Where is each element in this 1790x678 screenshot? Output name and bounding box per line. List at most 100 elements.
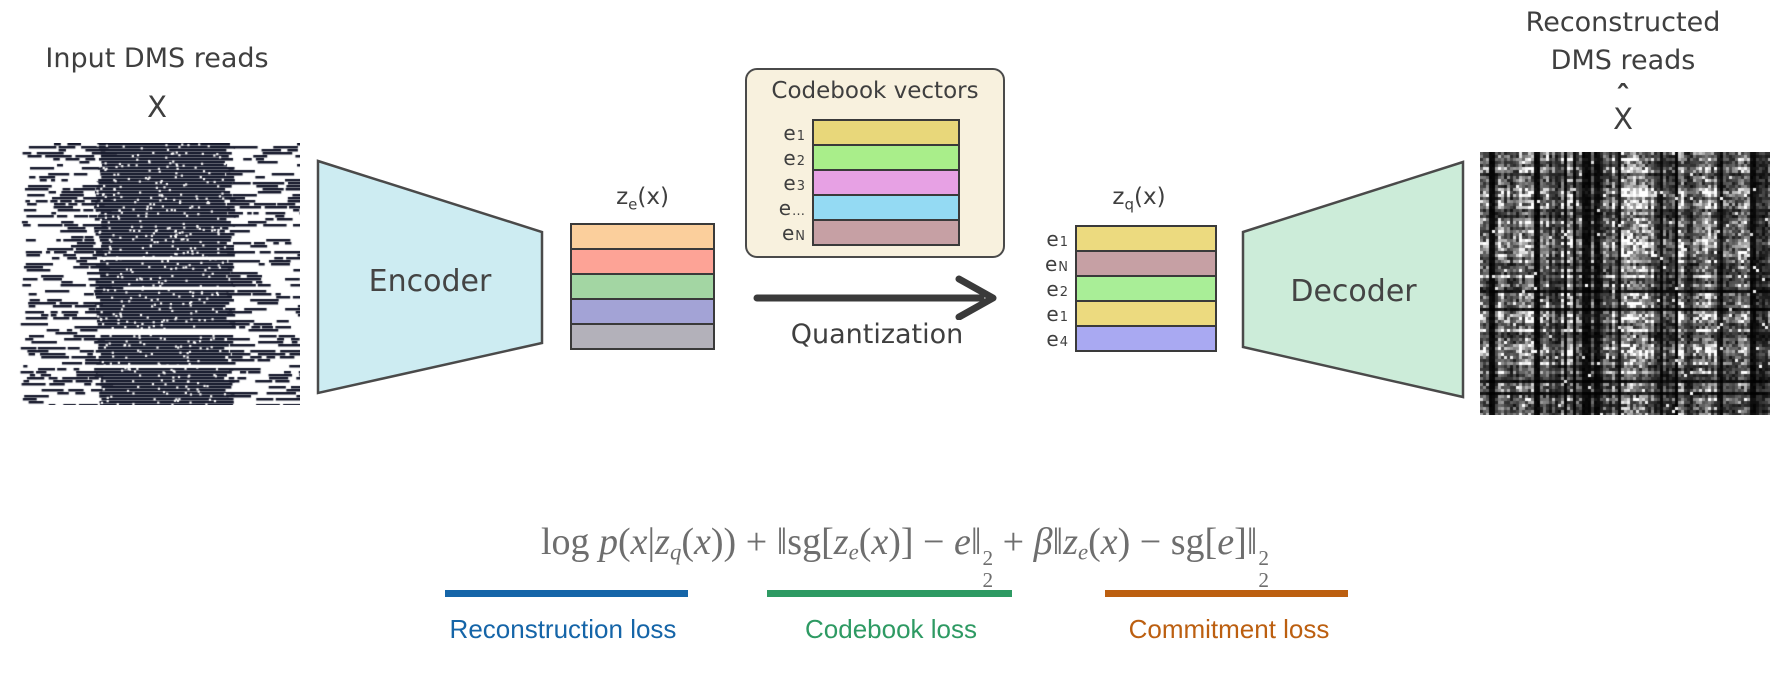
vector-row xyxy=(570,248,715,275)
quantized-label-sub: q xyxy=(1124,195,1135,214)
decoder-shape xyxy=(1241,160,1465,399)
formula-segment: q xyxy=(669,539,682,565)
encoder-label: Encoder xyxy=(368,264,492,299)
decoder-polygon xyxy=(1241,160,1465,399)
output-symbol-x: X xyxy=(1613,102,1633,136)
reconstruction-loss-underline xyxy=(445,590,688,597)
vector-bar xyxy=(812,169,960,196)
formula-segment: e xyxy=(848,539,859,565)
quantized-vector-title: zq(x) xyxy=(1068,184,1210,214)
commitment-loss-underline xyxy=(1105,590,1348,597)
output-title: Reconstructed DMS reads xyxy=(1473,4,1773,80)
latent-vector-title: ze(x) xyxy=(570,184,715,214)
formula-segment: z xyxy=(833,521,849,563)
loss-formula: log p(x|zq(x)) + ‖sg[ze(x)] − e‖ 2 2 + β‖z… xyxy=(395,520,1415,591)
quantization-arrow-icon xyxy=(753,275,997,320)
formula-segment: ‖sg[ xyxy=(776,521,834,563)
vector-bar xyxy=(570,323,715,350)
formula-segment: ‖ xyxy=(970,521,982,563)
formula-segment: ( xyxy=(618,521,631,563)
reconstruction-loss-label: Reconstruction loss xyxy=(449,614,677,644)
reconstructed-dms-reads-image xyxy=(1480,152,1770,415)
decoder-label: Decoder xyxy=(1290,274,1417,309)
vector-bar xyxy=(812,144,960,171)
formula-segment: z xyxy=(1063,521,1078,563)
vector-bar xyxy=(812,119,960,146)
formula-segment: x xyxy=(630,521,648,563)
formula-segment: x xyxy=(694,521,711,563)
formula-segment: ]‖ xyxy=(1234,521,1258,563)
formula-segment: z xyxy=(655,521,670,563)
quantization-label: Quantization xyxy=(790,319,964,350)
formula-segment: x xyxy=(871,521,889,563)
latent-label-sub: e xyxy=(628,195,638,214)
vector-bar xyxy=(570,298,715,325)
codebook-loss-label: Codebook loss xyxy=(805,614,977,644)
latent-vector-bars xyxy=(570,223,715,350)
formula-segment: ‖ xyxy=(1052,521,1064,563)
codebook-loss-underline xyxy=(767,590,1012,597)
quantized-label-z: z xyxy=(1112,184,1125,210)
vector-bar xyxy=(812,194,960,221)
vector-row xyxy=(570,323,715,350)
formula-segment: + xyxy=(993,521,1034,563)
formula-segment: log xyxy=(540,521,600,563)
vector-bar xyxy=(1075,300,1217,327)
formula-segment: ( xyxy=(858,521,872,563)
formula-segment: e xyxy=(1078,539,1089,565)
codebook-vectors: e 1 e 2 e 3 e… e N xyxy=(759,119,960,246)
latent-label-z: z xyxy=(616,184,629,210)
vector-bar xyxy=(1075,275,1217,302)
vector-bar xyxy=(1075,325,1217,352)
vector-row: e… xyxy=(759,194,960,221)
latent-label-x: (x) xyxy=(637,184,669,210)
vector-row xyxy=(570,223,715,250)
formula-segment: )] − xyxy=(888,521,954,563)
input-dms-reads-image xyxy=(18,143,300,405)
vector-bar xyxy=(570,273,715,300)
formula-segment: | xyxy=(647,521,656,563)
formula-segment: ( xyxy=(1088,521,1101,563)
vector-row xyxy=(570,273,715,300)
formula-segment: x xyxy=(1100,521,1118,563)
vector-bar xyxy=(570,223,715,250)
formula-segment: ) − sg[ xyxy=(1117,521,1218,563)
formula-segment: )) + xyxy=(710,521,777,563)
vector-entry-label: e… xyxy=(778,195,805,220)
formula-segment: e xyxy=(1217,521,1235,563)
commitment-loss-label: Commitment loss xyxy=(1128,614,1330,644)
output-title-line2: DMS reads xyxy=(1550,45,1696,76)
formula-segment: p xyxy=(599,521,619,563)
vector-row xyxy=(570,298,715,325)
output-symbol: ˆ X xyxy=(1473,83,1773,136)
vector-bar xyxy=(1075,250,1217,277)
vector-bar xyxy=(812,219,960,246)
codebook-title: Codebook vectors xyxy=(771,78,979,104)
input-symbol: X xyxy=(147,90,167,124)
input-title: Input DMS reads xyxy=(45,43,269,74)
encoder-polygon xyxy=(316,159,544,395)
formula-segment: ( xyxy=(681,521,695,563)
encoder-shape xyxy=(316,159,544,395)
